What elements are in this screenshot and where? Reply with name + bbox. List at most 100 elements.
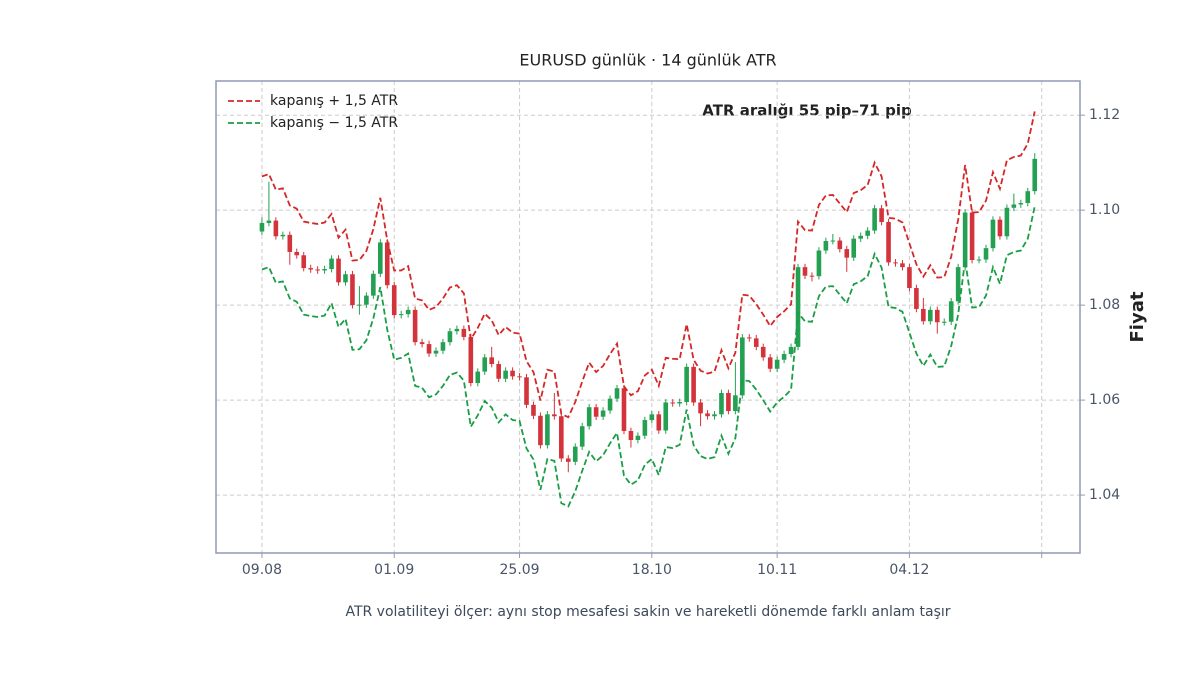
y-axis-label: Fiyat bbox=[1127, 291, 1148, 342]
candle-body bbox=[1011, 204, 1017, 208]
candle-body bbox=[921, 308, 926, 322]
y-tick-label: 1.04 bbox=[1089, 487, 1120, 503]
candle-body bbox=[496, 364, 501, 379]
candle-body bbox=[914, 288, 919, 309]
candle-body bbox=[698, 402, 703, 414]
candle-body bbox=[774, 359, 780, 369]
candle-body bbox=[934, 309, 940, 323]
candle-body bbox=[837, 240, 843, 250]
candle-body bbox=[440, 342, 446, 351]
candle-body bbox=[294, 251, 300, 256]
candle-body bbox=[1004, 207, 1010, 237]
candle-body bbox=[384, 242, 390, 286]
y-tick-label: 1.06 bbox=[1089, 392, 1120, 408]
candle-body bbox=[858, 235, 863, 239]
candle-body bbox=[740, 337, 745, 396]
candle-body bbox=[475, 371, 481, 384]
candle-body bbox=[524, 377, 529, 405]
candle-body bbox=[343, 274, 348, 283]
candle-body bbox=[280, 234, 286, 237]
candle-body bbox=[336, 258, 341, 283]
candle-body bbox=[746, 337, 752, 339]
candle-body bbox=[788, 346, 794, 355]
candle-body bbox=[983, 248, 989, 260]
candle-body bbox=[273, 220, 279, 237]
candle-body bbox=[649, 414, 655, 421]
legend-label: kapanış + 1,5 ATR bbox=[270, 93, 398, 109]
candle-body bbox=[865, 230, 870, 236]
candle-body bbox=[468, 336, 474, 384]
candle-body bbox=[997, 219, 1003, 237]
candle-body bbox=[684, 366, 689, 402]
x-tick-label: 18.10 bbox=[632, 562, 672, 578]
band-line bbox=[261, 111, 1036, 419]
candle-body bbox=[419, 342, 425, 345]
candle-body bbox=[976, 259, 982, 261]
candle-body bbox=[969, 212, 975, 261]
candle-body bbox=[719, 392, 724, 415]
candle-body bbox=[371, 273, 376, 296]
plot-frame bbox=[215, 80, 1081, 554]
candle-body bbox=[872, 208, 877, 231]
candle-body bbox=[405, 309, 411, 315]
candle-body bbox=[760, 346, 766, 358]
candle-body bbox=[816, 250, 822, 277]
candle-body bbox=[454, 328, 460, 332]
candle-body bbox=[545, 414, 550, 446]
caption: ATR volatiliteyi ölçer: aynı stop mesafe… bbox=[345, 604, 950, 620]
candle-body bbox=[572, 446, 578, 462]
candle-body bbox=[510, 370, 515, 377]
candle-body bbox=[357, 304, 362, 306]
candle-body bbox=[830, 240, 836, 242]
candle-body bbox=[802, 267, 808, 276]
candle-body bbox=[795, 267, 801, 347]
candle-body bbox=[329, 258, 334, 270]
candle-body bbox=[990, 219, 996, 249]
y-tick-label: 1.10 bbox=[1089, 202, 1120, 218]
annotation: ATR aralığı 55 pip–71 pip bbox=[702, 102, 912, 120]
candle-body bbox=[844, 249, 850, 258]
candle-body bbox=[928, 309, 933, 322]
candle-body bbox=[767, 357, 773, 369]
x-tick-label: 04.12 bbox=[889, 562, 929, 578]
candle-body bbox=[517, 376, 522, 378]
candle-body bbox=[948, 301, 954, 322]
candle-body bbox=[823, 241, 829, 251]
candle-body bbox=[886, 222, 891, 263]
candle-body bbox=[879, 208, 884, 223]
candle-body bbox=[1032, 158, 1038, 192]
candle-body bbox=[900, 263, 905, 268]
candle-body bbox=[893, 262, 898, 264]
candle-body bbox=[809, 275, 815, 277]
y-tick-label: 1.12 bbox=[1089, 107, 1120, 123]
candle-body bbox=[712, 414, 717, 417]
x-tick-label: 10.11 bbox=[757, 562, 797, 578]
candle-body bbox=[426, 344, 432, 354]
band-line bbox=[261, 206, 1036, 508]
candle-body bbox=[1025, 191, 1031, 204]
candle-body bbox=[705, 413, 710, 417]
x-tick-label: 09.08 bbox=[242, 562, 282, 578]
candle-body bbox=[538, 415, 543, 446]
candle-body bbox=[1018, 203, 1024, 205]
candle-body bbox=[489, 357, 495, 365]
candle-body bbox=[350, 274, 355, 306]
candle-body bbox=[607, 398, 613, 411]
candle-body bbox=[907, 267, 912, 289]
candle-body bbox=[322, 269, 327, 271]
candle-body bbox=[259, 222, 265, 232]
candle-body bbox=[433, 350, 439, 354]
candle-body bbox=[955, 267, 961, 302]
candle-body bbox=[962, 212, 968, 268]
candle-body bbox=[628, 430, 634, 440]
candle-body bbox=[266, 220, 272, 223]
candle-body bbox=[642, 420, 648, 436]
candle-body bbox=[412, 309, 418, 343]
candle-body bbox=[593, 407, 599, 417]
candle-body bbox=[670, 402, 676, 404]
candle-body bbox=[656, 414, 662, 431]
candle-body bbox=[364, 295, 369, 305]
candle-body bbox=[378, 242, 383, 274]
candle-body bbox=[531, 404, 536, 416]
